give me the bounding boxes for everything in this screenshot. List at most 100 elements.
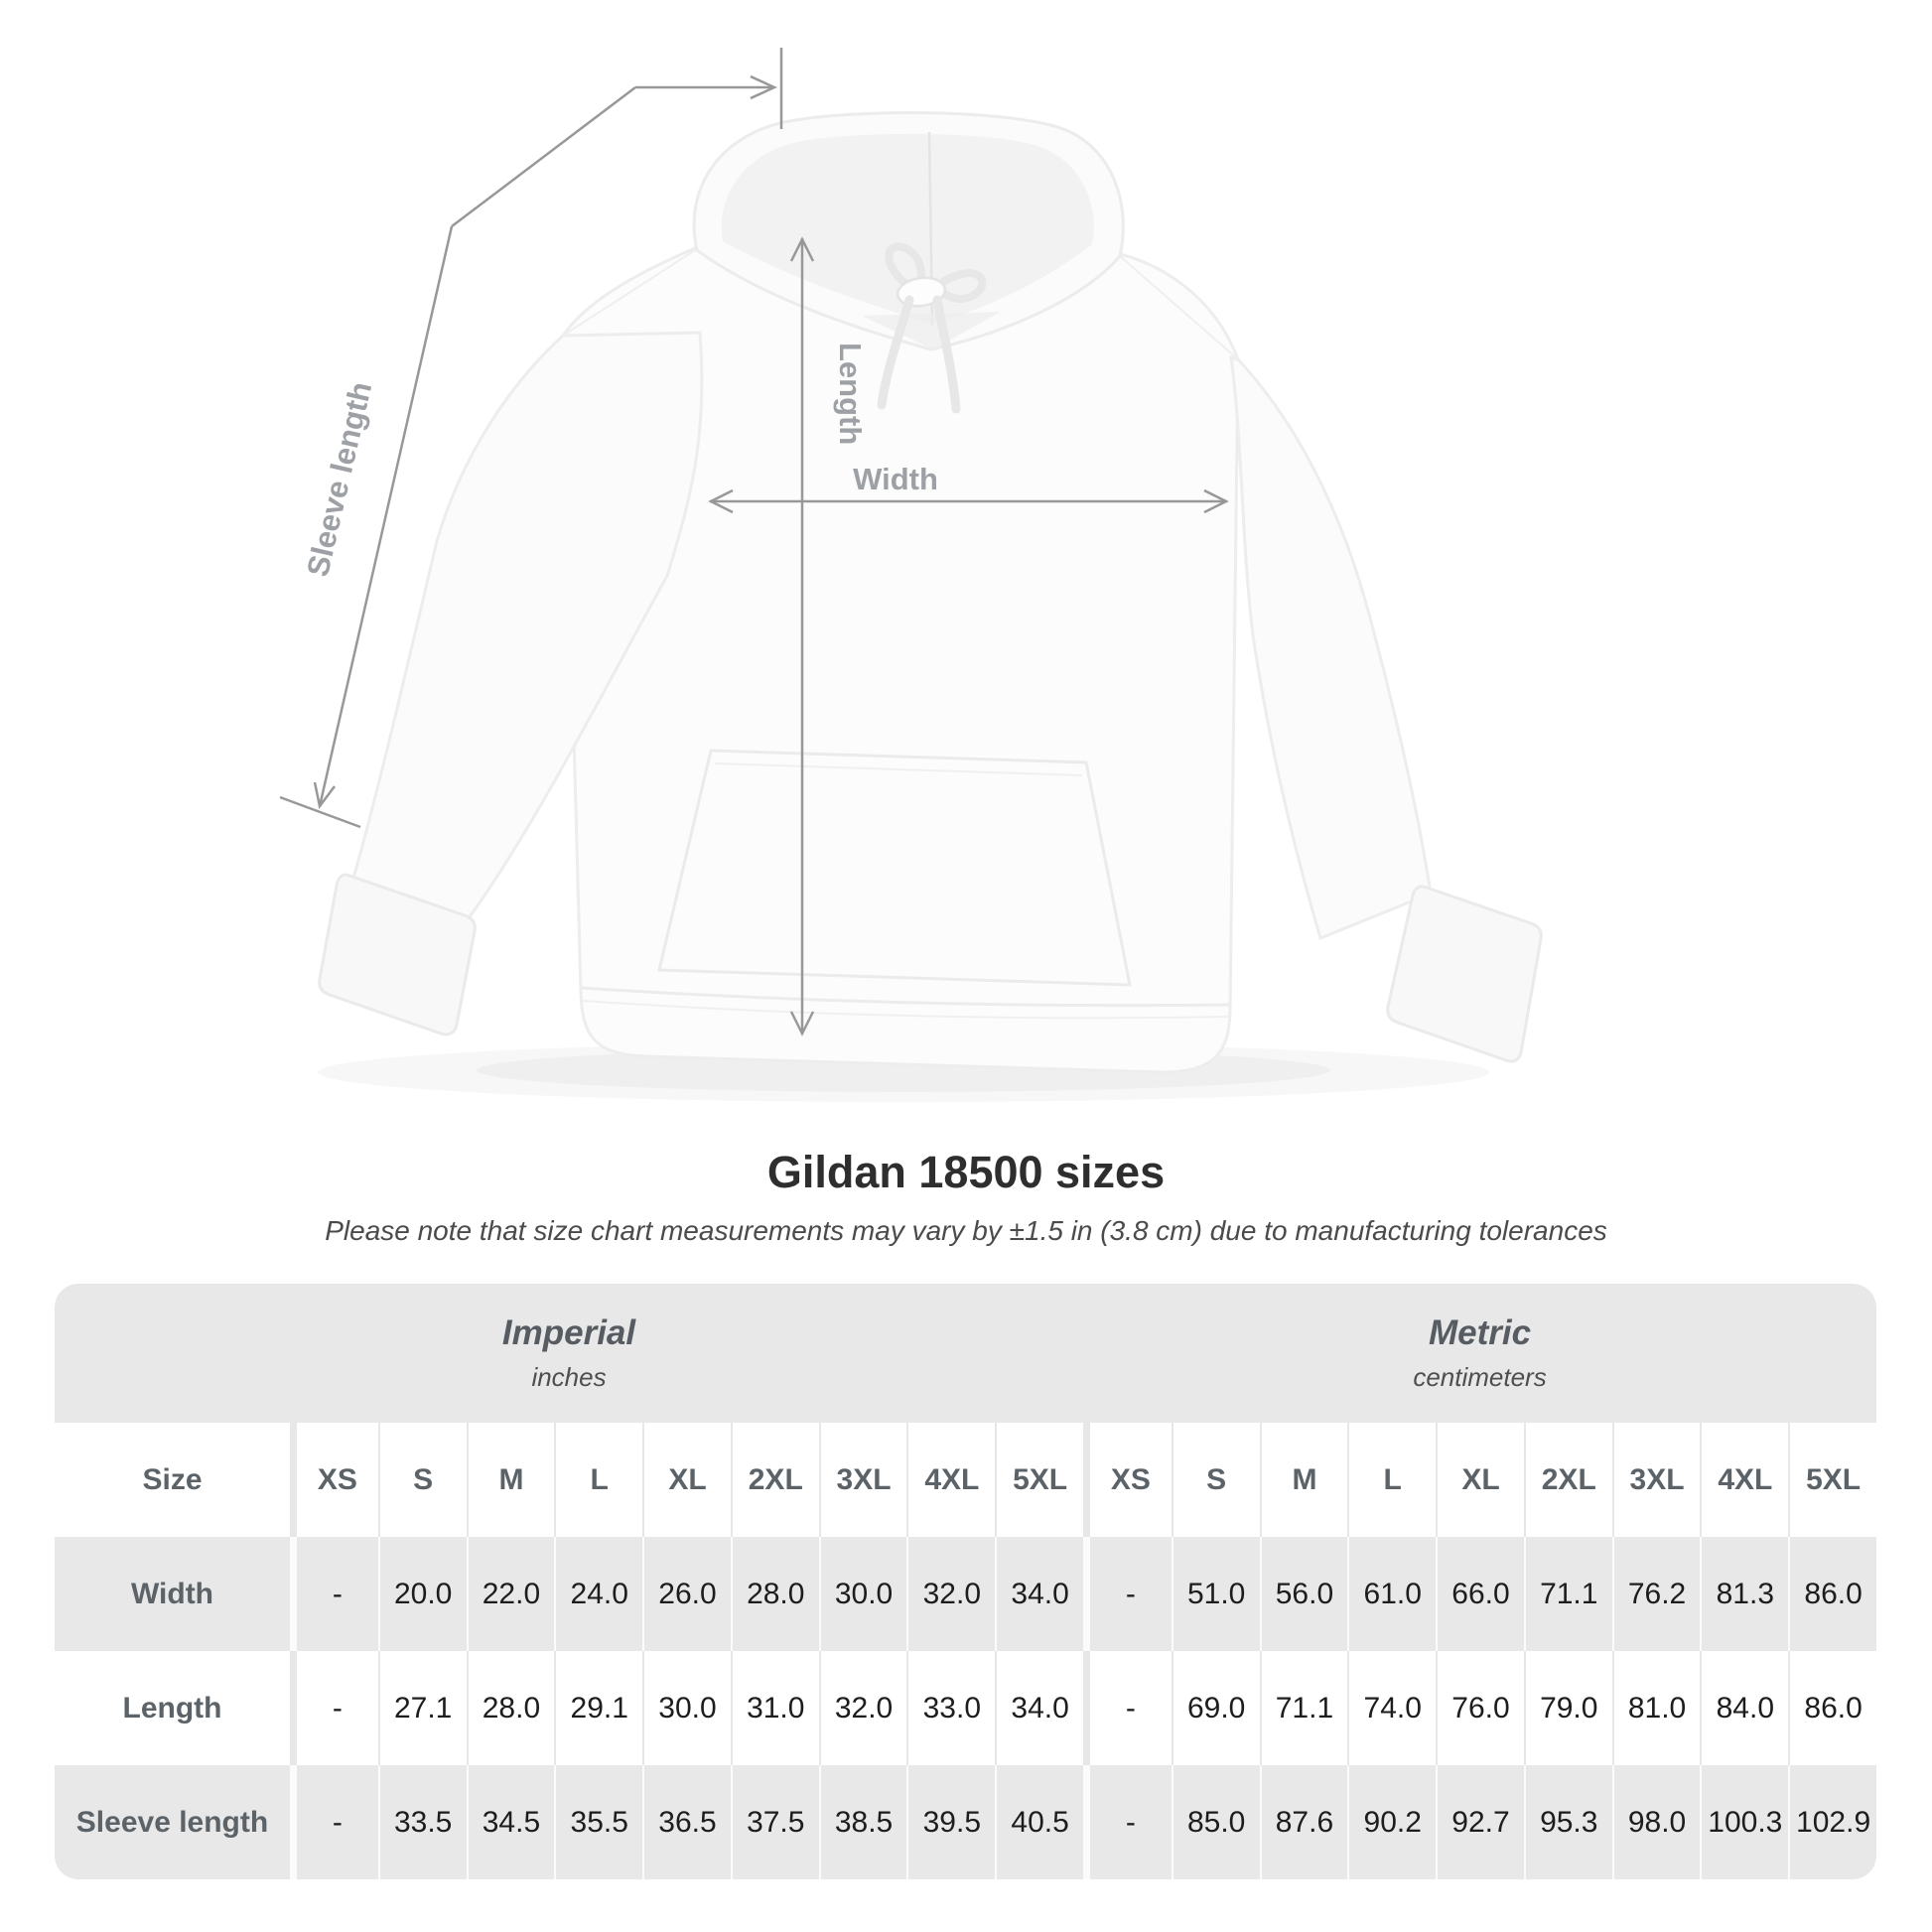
value-cell: 20.0 xyxy=(377,1537,467,1651)
hoodie-left-cuff xyxy=(318,873,477,1036)
size-header-cell: S xyxy=(1171,1423,1260,1537)
hood-drawstrings xyxy=(877,242,987,414)
kangaroo-pocket xyxy=(657,749,1132,987)
size-header-cell: M xyxy=(466,1423,555,1537)
sleeve-bottom-tick xyxy=(279,795,361,829)
size-header-cell: 3XL xyxy=(1611,1423,1701,1537)
sleeve-diagonal-2 xyxy=(318,225,454,807)
arrowhead-right xyxy=(1203,488,1229,514)
imperial-label: Imperial xyxy=(501,1313,636,1352)
hood-lining xyxy=(721,133,1094,324)
value-cell: 24.0 xyxy=(554,1537,642,1651)
sleeve-diagonal-1 xyxy=(451,86,636,227)
value-cell: 102.9 xyxy=(1788,1765,1876,1879)
value-cell: 26.0 xyxy=(642,1537,731,1651)
value-cell: 40.5 xyxy=(995,1765,1083,1879)
row-label: Length xyxy=(122,1691,222,1725)
unit-header-band: Imperial inches Metric centimeters xyxy=(55,1284,1876,1423)
hoodie-illustration xyxy=(318,111,1543,1074)
page-title: Gildan 18500 sizes xyxy=(766,1147,1166,1197)
size-header-cell: 2XL xyxy=(730,1423,819,1537)
shoulder-seam xyxy=(562,249,696,337)
measurement-lines xyxy=(279,48,1229,1036)
value-cell: 51.0 xyxy=(1171,1537,1260,1651)
imperial-header: Imperial inches xyxy=(55,1284,1083,1423)
size-header-cell: XS xyxy=(290,1423,378,1537)
value-cell: 28.0 xyxy=(466,1651,555,1765)
size-header-cell: 5XL xyxy=(995,1423,1083,1537)
hoodie-diagram: Length Width Sleeve length xyxy=(279,48,1543,1074)
value-cell: 86.0 xyxy=(1788,1651,1876,1765)
page-subtitle: Please note that size chart measurements… xyxy=(325,1215,1607,1246)
value-cell: 33.5 xyxy=(377,1765,467,1879)
value-cell: 33.0 xyxy=(906,1651,995,1765)
row-label: Sleeve length xyxy=(75,1805,269,1839)
size-column-header: Size xyxy=(142,1462,203,1496)
hoodie-right-sleeve xyxy=(1229,354,1433,941)
table-row: Length -27.1 28.0 29.1 30.0 31.0 32.0 33.0 34.0-… xyxy=(55,1651,1876,1765)
value-cell: 69.0 xyxy=(1171,1651,1260,1765)
value-cell: 90.2 xyxy=(1347,1765,1436,1879)
value-cell: 29.1 xyxy=(554,1651,642,1765)
size-header-cell: 5XL xyxy=(1788,1423,1876,1537)
value-cell: 98.0 xyxy=(1611,1765,1701,1879)
value-cell: - xyxy=(290,1765,378,1879)
value-cell: 79.0 xyxy=(1523,1651,1612,1765)
size-header-cell: XS xyxy=(1083,1423,1172,1537)
value-cell: 30.0 xyxy=(818,1537,907,1651)
arrowhead-right xyxy=(750,74,778,100)
value-cell: 35.5 xyxy=(554,1765,642,1879)
size-header-cell: XL xyxy=(642,1423,731,1537)
value-cell: 95.3 xyxy=(1523,1765,1612,1879)
value-cell: 32.0 xyxy=(906,1537,995,1651)
value-cell: 85.0 xyxy=(1171,1765,1260,1879)
row-label: Width xyxy=(130,1577,214,1610)
value-cell: 31.0 xyxy=(730,1651,819,1765)
size-header-cell: M xyxy=(1259,1423,1348,1537)
hem-seam xyxy=(581,1000,1230,1020)
value-cell: 28.0 xyxy=(730,1537,819,1651)
value-cell: 34.5 xyxy=(466,1765,555,1879)
value-cell: 84.0 xyxy=(1700,1651,1788,1765)
size-header-cell: L xyxy=(554,1423,642,1537)
size-header-cell: L xyxy=(1347,1423,1436,1537)
metric-label: Metric xyxy=(1428,1313,1532,1352)
sleeve-measure-label: Sleeve length xyxy=(300,378,378,580)
value-cell: 66.0 xyxy=(1436,1537,1524,1651)
value-cell: 71.1 xyxy=(1523,1537,1612,1651)
size-header-cell: 4XL xyxy=(1700,1423,1788,1537)
table-row: Width -20.0 22.0 24.0 26.0 28.0 30.0 32.0 34.0-5… xyxy=(55,1537,1876,1651)
value-cell: 37.5 xyxy=(730,1765,819,1879)
value-cell: 76.0 xyxy=(1436,1651,1524,1765)
imperial-unit-label: inches xyxy=(531,1362,607,1392)
value-cell: - xyxy=(1083,1765,1172,1879)
value-cell: 32.0 xyxy=(818,1651,907,1765)
size-header-cell: 4XL xyxy=(906,1423,995,1537)
size-header-cell: 3XL xyxy=(818,1423,907,1537)
size-table: Imperial inches Metric centimeters Size X… xyxy=(55,1284,1876,1879)
value-cell: 38.5 xyxy=(818,1765,907,1879)
value-cell: 22.0 xyxy=(466,1537,555,1651)
size-header-cell: 2XL xyxy=(1523,1423,1612,1537)
value-cell: 87.6 xyxy=(1259,1765,1348,1879)
value-cell: - xyxy=(290,1537,378,1651)
size-header-cell: S xyxy=(377,1423,467,1537)
value-cell: 56.0 xyxy=(1259,1537,1348,1651)
table-row: Size XS S M L XL 2XL 3XL 4XL 5XL XS S M L XL 2XL 3XL 4XL 5… xyxy=(55,1423,1876,1537)
value-cell: 81.0 xyxy=(1611,1651,1701,1765)
value-cell: - xyxy=(290,1651,378,1765)
value-cell: - xyxy=(1083,1537,1172,1651)
value-cell: 36.5 xyxy=(642,1765,731,1879)
arrowhead-left xyxy=(708,488,734,514)
metric-unit-label: centimeters xyxy=(1413,1362,1547,1392)
value-cell: 30.0 xyxy=(642,1651,731,1765)
arrowhead-down xyxy=(789,1011,815,1036)
neck-opening-shade xyxy=(862,312,1001,349)
size-header-cell: XL xyxy=(1436,1423,1524,1537)
value-cell: 34.0 xyxy=(995,1537,1083,1651)
length-measure-label: Length xyxy=(833,343,868,445)
arrowhead-up xyxy=(789,236,815,262)
pocket-seam xyxy=(714,762,1083,776)
value-cell: 27.1 xyxy=(377,1651,467,1765)
value-cell: 71.1 xyxy=(1259,1651,1348,1765)
